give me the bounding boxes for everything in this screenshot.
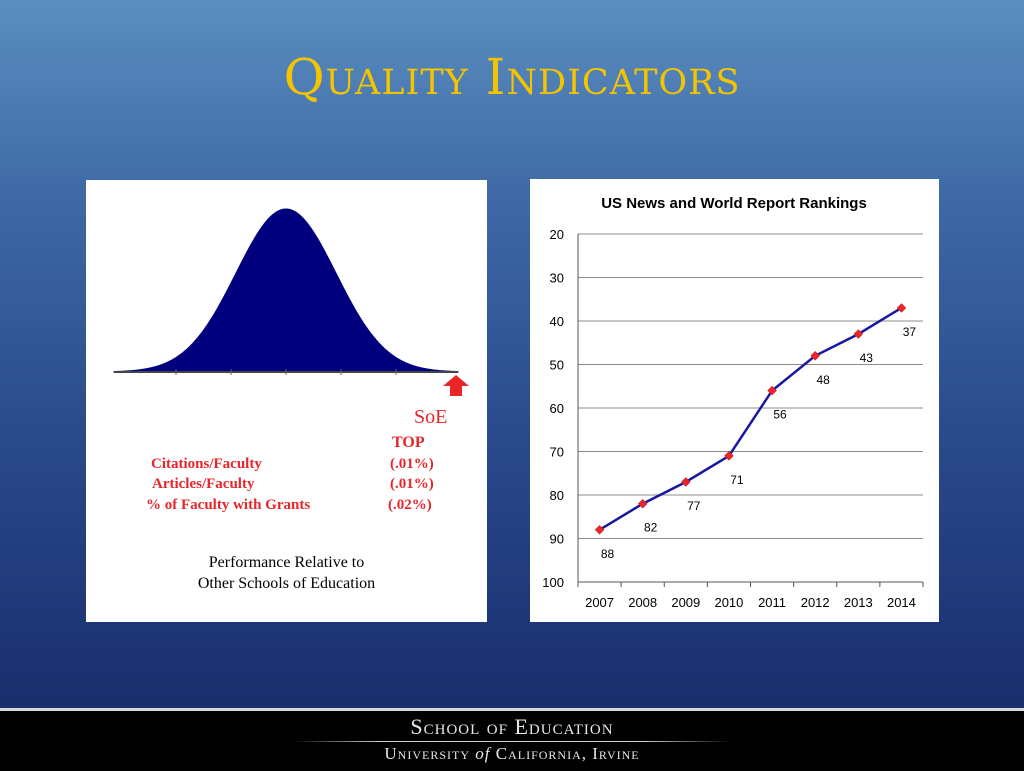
- y-tick-label: 60: [550, 401, 564, 416]
- y-tick-label: 40: [550, 314, 564, 329]
- footer-university-name: University of California, Irvine: [0, 744, 1024, 764]
- metric-value-citations: (.01%): [390, 456, 434, 472]
- data-point: [680, 477, 691, 487]
- series-line: [598, 306, 903, 531]
- data-label: 37: [903, 325, 917, 339]
- x-tick-label: 2007: [585, 595, 614, 610]
- footer-school-name: School of Education: [410, 714, 614, 739]
- x-axis-ticks: 2007 2008 2009 2010 2011 2012 2013 2014: [577, 582, 924, 610]
- x-tick-label: 2012: [801, 595, 830, 610]
- y-tick-label: 50: [550, 358, 564, 373]
- y-tick-label: 90: [550, 532, 564, 547]
- bell-curve-panel: SoE TOP Citations/Faculty (.01%) Article…: [86, 180, 487, 622]
- data-point: [896, 303, 907, 313]
- metric-label-grants: % of Faculty with Grants: [146, 497, 311, 513]
- bell-curve: [113, 208, 459, 373]
- metric-value-articles: (.01%): [390, 476, 434, 492]
- data-point: [853, 329, 864, 339]
- x-tick-label: 2010: [714, 595, 743, 610]
- chart-title: US News and World Report Rankings: [601, 195, 867, 212]
- rankings-chart-panel: US News and World Report Rankings 20 30 40…: [530, 179, 939, 622]
- data-label: 82: [644, 521, 658, 535]
- up-arrow-icon: [443, 375, 469, 396]
- footer-bar: [0, 708, 1024, 771]
- data-label: 71: [730, 473, 744, 487]
- data-markers: [594, 303, 907, 535]
- x-tick-label: 2011: [758, 595, 786, 610]
- data-point: [724, 450, 734, 461]
- footer-university-b: California, Irvine: [490, 744, 640, 763]
- caption-line-1: Performance Relative to: [208, 554, 365, 571]
- x-tick-label: 2014: [887, 595, 916, 610]
- y-tick-label: 100: [542, 575, 564, 590]
- footer-university-a: University: [384, 744, 476, 763]
- footer-university-of: of: [475, 744, 491, 763]
- data-point: [594, 524, 605, 535]
- metric-label-citations: Citations/Faculty: [151, 456, 262, 472]
- x-tick-label: 2009: [671, 595, 700, 610]
- data-labels: 88 82 77 71 56 48 43 37: [601, 325, 917, 561]
- y-tick-label: 80: [550, 488, 564, 503]
- caption-line-2: Other Schools of Education: [197, 575, 376, 592]
- top-label: TOP: [392, 434, 425, 451]
- soe-label: SoE: [414, 406, 448, 428]
- data-label: 43: [860, 351, 874, 365]
- data-point: [637, 498, 648, 509]
- data-label: 77: [687, 499, 701, 513]
- data-label: 88: [601, 547, 615, 561]
- x-tick-label: 2008: [628, 595, 657, 610]
- data-point: [767, 385, 777, 396]
- curve-ticks: [175, 369, 397, 375]
- data-label: 48: [817, 373, 831, 387]
- y-tick-label: 30: [550, 271, 564, 286]
- data-point: [810, 350, 821, 361]
- data-label: 56: [773, 408, 787, 422]
- chart-gridlines: [577, 233, 923, 583]
- metric-value-grants: (.02%): [388, 497, 432, 513]
- footer-divider: [292, 741, 732, 742]
- y-tick-label: 70: [550, 445, 564, 460]
- y-tick-label: 20: [550, 227, 564, 242]
- y-axis-ticks: 20 30 40 50 60 70 80 90 100: [542, 227, 564, 590]
- slide-title: Quality Indicators: [283, 48, 741, 106]
- rankings-line-chart: US News and World Report Rankings 20 30 40…: [542, 195, 924, 610]
- bell-curve-graphic: [113, 208, 469, 396]
- metric-label-articles: Articles/Faculty: [152, 476, 255, 492]
- x-tick-label: 2013: [844, 595, 873, 610]
